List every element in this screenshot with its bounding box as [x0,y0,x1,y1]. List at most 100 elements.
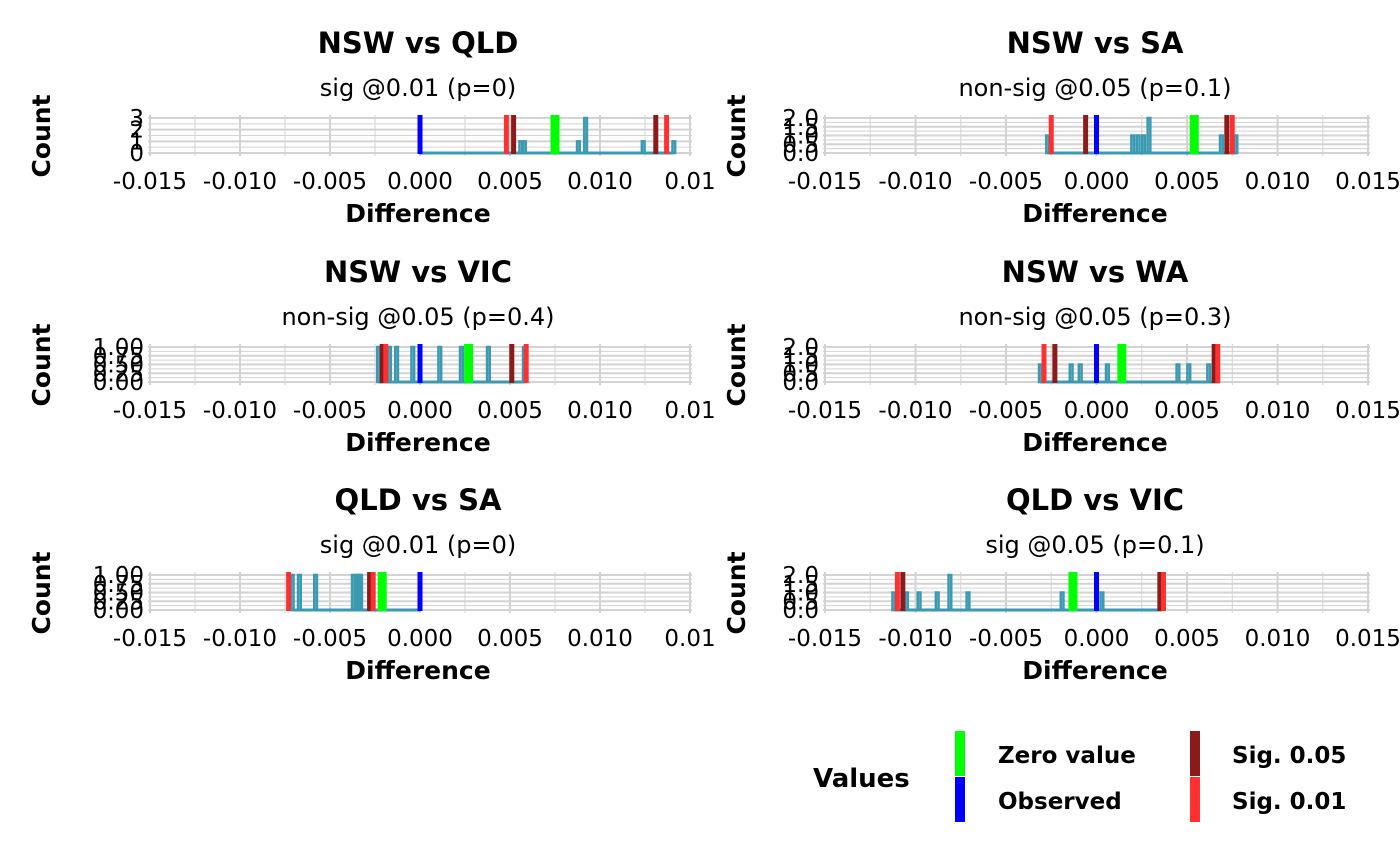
panel-title: NSW vs WA [1002,255,1189,289]
y-tick-label: 0.50 [93,353,144,379]
y-axis-title: Count [722,551,751,634]
x-tick-label: -0.005 [969,169,1043,195]
histogram-bar [583,116,589,155]
x-tick-label: -0.005 [293,626,367,652]
x-tick-label: 0.000 [1064,398,1130,424]
x-tick-label: -0.010 [203,398,277,424]
histogram-bar [485,345,491,384]
y-tick-label: 2.0 [782,335,819,361]
panel-title: NSW vs VIC [324,255,512,289]
legend-label-sig-01: Sig. 0.01 [1232,789,1346,815]
panel-subtitle: sig @0.01 (p=0) [320,531,516,559]
y-axis-title: Count [722,94,751,177]
x-axis-title: Difference [1022,199,1167,228]
y-tick-label: 0.75 [93,572,144,598]
histogram-bar [386,345,392,384]
histogram-bar [947,573,953,612]
histogram-bar [1037,363,1043,384]
histogram-bar [394,345,400,384]
x-tick-label: -0.010 [878,169,952,195]
histogram-bar [376,345,382,384]
y-tick-label: 0.25 [93,361,144,387]
x-tick-label: 0.015 [1335,626,1400,652]
y-tick-label: 0 [129,141,144,167]
x-tick-label: 0.010 [1245,626,1311,652]
panel-nsw-vs-sa: NSW vs SA non-sig @0.05 (p=0.1) 0.00.51.01… [722,26,1400,228]
histogram-bar [1218,134,1224,155]
y-tick-label: 1 [129,129,144,155]
histogram-bar [1175,363,1181,384]
panel-subtitle: sig @0.05 (p=0.1) [985,531,1204,559]
histogram-bar [640,140,646,155]
x-tick-label: 0.000 [387,398,453,424]
legend-key-observed [955,777,965,822]
histogram-bar [1045,134,1051,155]
y-axis-title: Count [27,94,56,177]
x-axis-title: Difference [345,428,490,457]
panel-title: NSW vs QLD [318,26,519,60]
x-tick-label: 0.010 [567,398,633,424]
histogram-bar [1104,363,1110,384]
histogram-bar [1077,363,1083,384]
panel-nsw-vs-wa: NSW vs WA non-sig @0.05 (p=0.3) 0.00.51.01… [722,255,1400,457]
legend: Values Zero value Observed Sig. 0.05 Sig. 0.… [813,731,1346,822]
y-tick-label: 0.0 [782,141,819,167]
y-tick-label: 0.5 [782,361,819,387]
y-tick-label: 1.0 [782,353,819,379]
y-axis-title: Count [27,551,56,634]
y-tick-label: 1.0 [782,581,819,607]
y-tick-label: 2.0 [782,563,819,589]
x-tick-label: 0.010 [567,169,633,195]
legend-label-observed: Observed [998,789,1122,815]
x-tick-label: 0.01 [664,398,715,424]
histogram-bar [575,140,581,155]
panel-subtitle: non-sig @0.05 (p=0.1) [958,74,1231,102]
panel-subtitle: non-sig @0.05 (p=0.3) [958,303,1231,331]
x-tick-label: -0.005 [969,626,1043,652]
histogram-bar [521,140,527,155]
histogram-bar [1206,363,1212,384]
histogram-bar [313,573,319,612]
legend-key-sig-01 [1190,777,1200,822]
y-tick-label: 1.5 [782,115,819,141]
x-tick-label: 0.005 [1154,169,1220,195]
legend-label-zero: Zero value [998,743,1136,769]
x-tick-label: 0.005 [1154,626,1220,652]
panel-title: NSW vs SA [1007,26,1184,60]
x-tick-label: -0.015 [788,626,862,652]
x-tick-label: -0.010 [203,626,277,652]
x-tick-label: -0.015 [113,169,187,195]
histogram-bar [1146,116,1152,155]
y-tick-label: 0.5 [782,132,819,158]
y-axis-title: Count [722,323,751,406]
x-tick-label: 0.015 [1335,398,1400,424]
y-tick-label: 3 [129,106,144,132]
x-tick-label: 0.000 [1064,626,1130,652]
x-tick-label: 0.000 [1064,169,1130,195]
legend-title: Values [813,764,910,794]
x-tick-label: 0.01 [664,169,715,195]
histogram-bar [1068,363,1074,384]
histogram-bar [671,140,677,155]
histogram-bar [1130,134,1136,155]
y-tick-label: 2 [129,118,144,144]
panel-qld-vs-vic: QLD vs VIC sig @0.05 (p=0.1) 0.00.51.01.52… [722,483,1400,685]
x-tick-label: -0.015 [113,626,187,652]
y-tick-label: 0.0 [782,598,819,624]
histogram-bar [289,573,295,612]
x-tick-label: -0.015 [113,398,187,424]
y-tick-label: 1.5 [782,572,819,598]
panel-title: QLD vs SA [335,483,502,517]
x-tick-label: 0.000 [387,626,453,652]
y-tick-label: 0.00 [93,370,144,396]
histogram-bar [1186,363,1192,384]
y-tick-label: 1.5 [782,344,819,370]
legend-key-sig-05 [1190,731,1200,776]
x-tick-label: -0.015 [788,398,862,424]
x-tick-label: 0.005 [477,626,543,652]
panel-title: QLD vs VIC [1006,483,1184,517]
histogram-bar [410,345,416,384]
histogram-bar [1233,134,1239,155]
